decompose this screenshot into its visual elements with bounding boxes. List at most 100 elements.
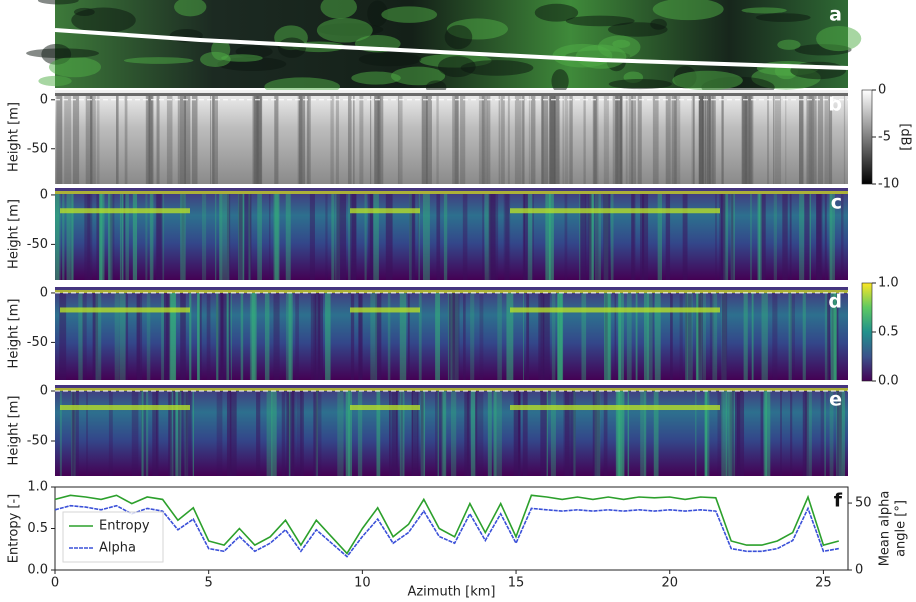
streak [62,194,65,280]
streak [518,391,520,476]
streak [685,293,692,380]
streak [156,391,158,476]
streak [829,96,833,184]
streak [682,194,688,280]
streak [96,194,101,280]
streak [640,194,644,280]
streak [116,96,119,184]
streak [824,96,830,184]
streak [772,293,778,380]
streak [306,96,310,184]
streak [758,194,761,280]
streak [773,96,775,184]
panel-label: a [829,4,842,26]
streak [325,194,328,280]
streak [417,391,419,476]
streak [610,194,614,280]
streak [436,96,439,184]
streak [742,96,748,184]
streak [291,391,296,476]
streak [631,194,636,280]
streak [229,391,237,476]
streak [435,293,441,380]
streak [470,293,475,380]
streak [462,194,468,280]
streak [827,293,831,380]
streak [370,293,378,380]
streak [181,194,185,280]
streak [782,194,788,280]
y2-axis-label: Mean alpha [878,491,893,567]
x-tick-label: 5 [205,576,213,591]
streak [274,194,280,280]
streak [252,96,259,184]
streak [604,293,611,380]
streak [475,391,478,476]
streak [627,391,630,476]
streak [409,194,412,280]
streak [375,96,379,184]
track-line [54,28,849,70]
texture [391,66,446,86]
streak [374,96,381,184]
streak [141,391,143,476]
colorbar-tick-label: 1.0 [878,276,899,291]
streak [196,293,200,380]
streak [774,96,782,184]
streak [618,293,624,380]
streak [514,96,522,184]
streak [121,194,124,280]
texture [597,35,641,59]
streak [359,293,363,380]
streak [314,293,321,380]
streak [155,194,163,280]
streak [489,194,496,280]
streak [817,96,824,184]
streak [805,391,809,476]
streak [168,391,172,476]
texture [672,70,743,91]
streak [215,194,217,280]
streak [828,194,833,280]
y-axis-label: Height [m] [7,396,22,466]
texture [358,52,422,67]
streak [479,293,484,380]
streak [722,293,728,380]
streak [266,391,273,476]
streak [335,96,339,184]
streak [543,293,550,380]
streak [285,194,291,280]
texture [277,37,307,58]
streak [631,96,637,184]
streak [397,96,400,184]
streak [325,293,331,380]
canopy-band [510,405,720,411]
streak [182,391,188,476]
streak [299,96,306,184]
streak [836,391,843,476]
streak [546,391,548,476]
streak [541,96,544,184]
streak [603,96,609,184]
streak [123,194,126,280]
streak [840,194,844,280]
streak [569,96,573,184]
streak [665,194,671,280]
streak [766,96,770,184]
streak [387,293,391,380]
streak [649,293,655,380]
streak [799,96,804,184]
streak [501,96,505,184]
streak [256,96,262,184]
streak [409,194,415,280]
canopy-band [60,208,190,214]
texture [652,0,724,21]
streak [763,391,768,476]
streak [548,194,554,280]
streak [64,96,72,184]
streak [412,391,418,476]
streak [348,391,353,476]
streak [760,194,766,280]
streak [157,194,161,280]
streak [741,96,748,184]
